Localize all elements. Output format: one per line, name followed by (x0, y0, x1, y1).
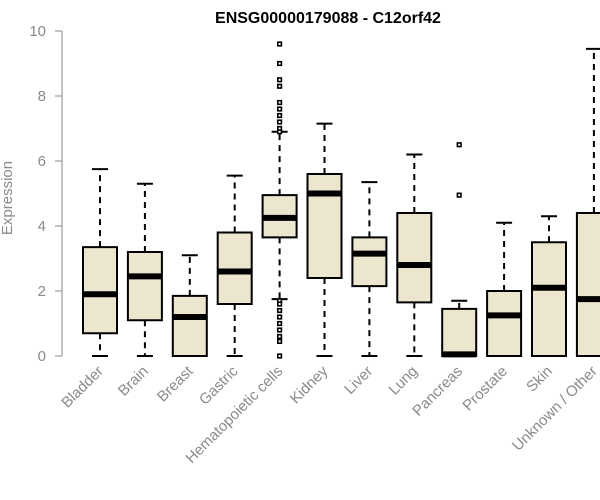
y-axis-label: Expression (0, 161, 16, 235)
x-tick-label: Breast (154, 362, 197, 405)
iqr-box (351, 236, 388, 288)
outlier-point (276, 83, 283, 89)
x-tick-label: Skin (523, 363, 556, 396)
outlier-point (276, 314, 283, 320)
outlier-point (276, 307, 283, 314)
outlier-point (276, 327, 283, 333)
outlier-point (276, 353, 283, 359)
outlier-point (276, 320, 283, 327)
outlier-point (276, 41, 283, 47)
x-tick-label: Pancreas (409, 363, 466, 420)
outlier-point (276, 333, 283, 340)
iqr-box (441, 307, 478, 357)
boxes-group (82, 41, 600, 359)
outlier-point (276, 106, 283, 112)
x-tick-label: Brain (115, 363, 152, 400)
y-tick-label: 8 (38, 88, 46, 105)
x-tick-label: Liver (341, 363, 376, 398)
box-unknown-other (575, 47, 600, 357)
box-liver (351, 181, 388, 357)
box-kidney (306, 122, 343, 357)
x-tick-label: Kidney (287, 362, 332, 407)
y-tick-label: 10 (29, 23, 46, 40)
box-skin (531, 215, 567, 357)
outlier-point (276, 338, 283, 344)
y-tick-label: 4 (38, 218, 46, 235)
outlier-point (276, 112, 283, 119)
iqr-box (216, 231, 253, 305)
box-lung (396, 153, 433, 357)
iqr-box (531, 241, 567, 357)
outlier-point (456, 142, 462, 148)
iqr-box (575, 212, 600, 357)
outlier-point (276, 99, 283, 106)
outlier-point (456, 192, 462, 198)
box-hematopoietic-cells (261, 41, 298, 359)
box-brain (126, 182, 163, 357)
outlier-point (276, 129, 283, 135)
iqr-box (306, 173, 343, 279)
box-prostate (486, 221, 523, 357)
y-tick-label: 2 (38, 283, 46, 300)
box-bladder (82, 168, 118, 357)
outlier-point (276, 119, 283, 125)
x-tick-label: Unknown / Other (509, 363, 600, 455)
outlier-point (276, 60, 283, 67)
x-tick-label: Prostate (459, 363, 511, 415)
x-tick-label: Lung (386, 363, 422, 399)
box-breast (171, 254, 208, 357)
y-tick-label: 0 (38, 348, 46, 365)
box-pancreas (441, 142, 478, 358)
x-tick-label: Bladder (58, 363, 107, 412)
iqr-box (396, 212, 433, 304)
y-tick-label: 6 (38, 153, 46, 170)
outlier-point (276, 77, 283, 83)
box-gastric (216, 174, 253, 357)
outlier-point (276, 301, 283, 307)
iqr-box (82, 246, 118, 335)
iqr-box (486, 290, 523, 357)
chart-title: ENSG00000179088 - C12orf42 (215, 10, 441, 27)
iqr-box (171, 294, 208, 357)
y-axis-ticks: 0 2 4 6 8 10 (29, 23, 62, 365)
iqr-box (126, 251, 163, 322)
